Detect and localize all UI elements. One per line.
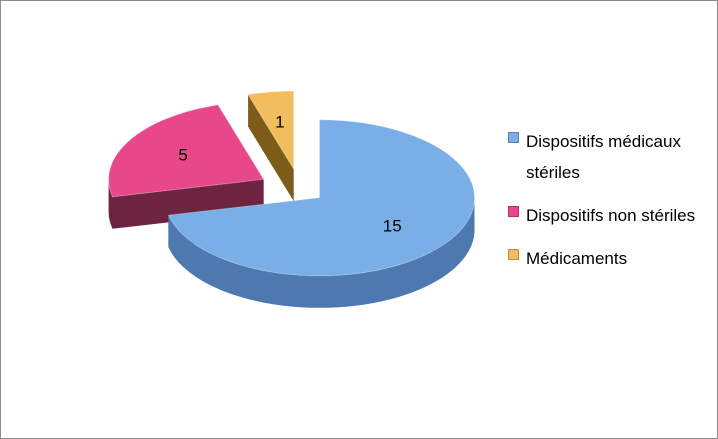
legend-swatch (508, 249, 519, 260)
slice-side (168, 197, 475, 308)
data-label: 5 (178, 146, 187, 165)
slice (167, 119, 475, 277)
slice (247, 90, 295, 171)
legend-label: Dispositifs non stériles (526, 206, 696, 225)
legend-label: Dispositifs médicaux stériles (526, 132, 681, 182)
legend-item: Dispositifs médicaux stériles (508, 126, 708, 188)
legend-item: Dispositifs non stériles (508, 200, 708, 231)
slice-side (248, 94, 294, 202)
legend-label: Médicaments (526, 249, 628, 268)
legend-item: Médicaments (508, 243, 708, 274)
slice-side (112, 179, 264, 229)
data-label: 15 (383, 217, 402, 236)
slice (108, 104, 265, 198)
legend-swatch (508, 206, 519, 217)
data-label: 1 (275, 112, 284, 131)
legend-swatch (508, 132, 519, 143)
legend: Dispositifs médicaux stériles Dispositifs… (508, 126, 708, 286)
slice-side (108, 179, 113, 229)
